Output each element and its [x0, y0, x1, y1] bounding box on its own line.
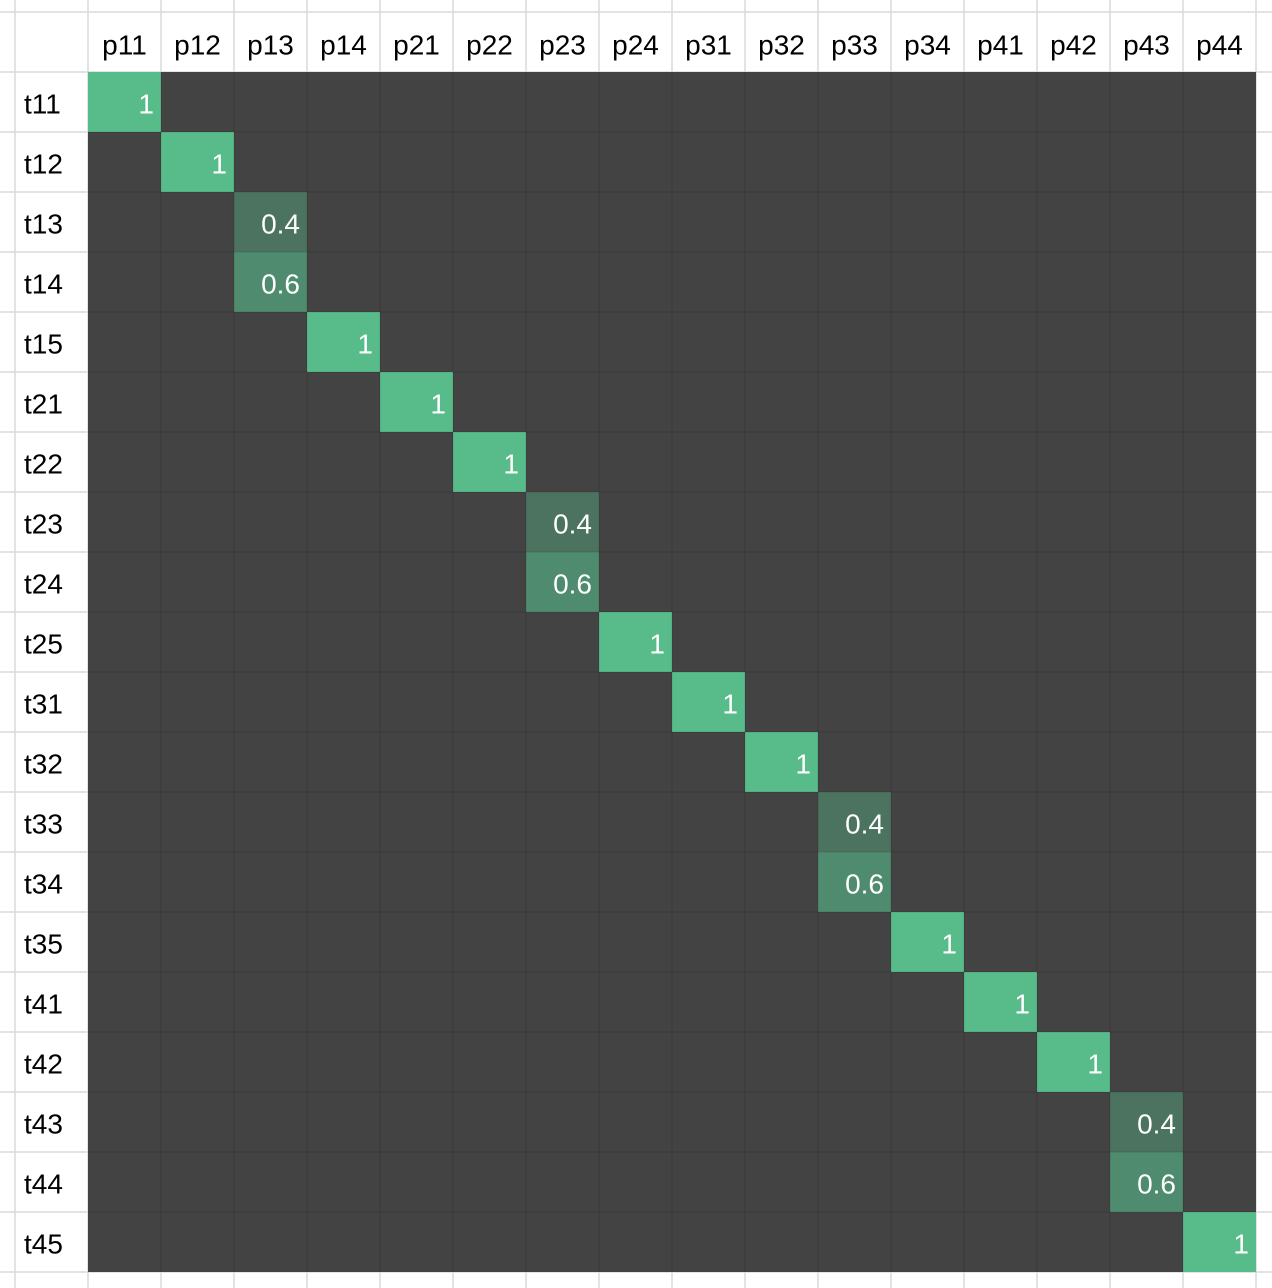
- cell: [1110, 1152, 1183, 1212]
- cell-value: 0.4: [261, 208, 300, 239]
- row-header: t14: [24, 268, 63, 299]
- row-header: t13: [24, 208, 63, 239]
- row-header: t44: [24, 1168, 63, 1199]
- row-header: t25: [24, 628, 63, 659]
- cell-value: 1: [211, 148, 227, 179]
- row-header: t23: [24, 508, 63, 539]
- column-header: p34: [904, 29, 951, 60]
- row-header: t34: [24, 868, 63, 899]
- cell: [599, 612, 672, 672]
- column-header: p12: [174, 29, 221, 60]
- cell: [1037, 1032, 1110, 1092]
- cell-value: 1: [795, 748, 811, 779]
- row-header: t15: [24, 328, 63, 359]
- column-header: p44: [1196, 29, 1243, 60]
- cell: [964, 972, 1037, 1032]
- cell: [672, 672, 745, 732]
- cell: [161, 132, 234, 192]
- cell: [526, 552, 599, 612]
- column-header: p11: [102, 29, 147, 60]
- row-header: t42: [24, 1048, 63, 1079]
- cell: [818, 792, 891, 852]
- cell-value: 0.6: [845, 868, 884, 899]
- row-header: t11: [24, 88, 61, 119]
- cell-value: 1: [430, 388, 446, 419]
- cell: [745, 732, 818, 792]
- row-header: t45: [24, 1228, 63, 1259]
- cell-value: 1: [138, 88, 154, 119]
- row-header: t35: [24, 928, 63, 959]
- row-header: t22: [24, 448, 63, 479]
- column-header: p43: [1123, 29, 1170, 60]
- column-header: p41: [977, 29, 1024, 60]
- column-header: p22: [466, 29, 513, 60]
- cell: [88, 72, 161, 132]
- column-header: p24: [612, 29, 659, 60]
- cell: [234, 252, 307, 312]
- cell-value: 1: [357, 328, 373, 359]
- cell-value: 0.6: [1137, 1168, 1176, 1199]
- cell-value: 0.4: [553, 508, 592, 539]
- cell: [1110, 1092, 1183, 1152]
- cell-value: 0.4: [1137, 1108, 1176, 1139]
- cell: [453, 432, 526, 492]
- cell-value: 0.6: [553, 568, 592, 599]
- column-header: p14: [320, 29, 367, 60]
- cell-value: 1: [722, 688, 738, 719]
- cell-value: 1: [1087, 1048, 1103, 1079]
- column-header: p13: [247, 29, 294, 60]
- cell-value: 0.6: [261, 268, 300, 299]
- column-header: p31: [685, 29, 732, 60]
- cell: [307, 312, 380, 372]
- row-header: t21: [24, 388, 63, 419]
- cell-value: 1: [503, 448, 519, 479]
- column-header: p32: [758, 29, 805, 60]
- column-header: p33: [831, 29, 878, 60]
- cell: [234, 192, 307, 252]
- column-header: p42: [1050, 29, 1097, 60]
- cell-value: 1: [1233, 1228, 1249, 1259]
- row-header: t33: [24, 808, 63, 839]
- cell: [380, 372, 453, 432]
- cell: [526, 492, 599, 552]
- column-header: p21: [393, 29, 440, 60]
- cell-value: 1: [941, 928, 957, 959]
- cell: [818, 852, 891, 912]
- row-header: t32: [24, 748, 63, 779]
- row-header: t43: [24, 1108, 63, 1139]
- cell-value: 0.4: [845, 808, 884, 839]
- row-header: t12: [24, 148, 63, 179]
- row-header: t24: [24, 568, 63, 599]
- row-header: t31: [24, 688, 63, 719]
- row-header: t41: [24, 988, 63, 1019]
- cell-value: 1: [1014, 988, 1030, 1019]
- cell: [1183, 1212, 1256, 1272]
- column-header: p23: [539, 29, 586, 60]
- cell: [891, 912, 964, 972]
- cell-value: 1: [649, 628, 665, 659]
